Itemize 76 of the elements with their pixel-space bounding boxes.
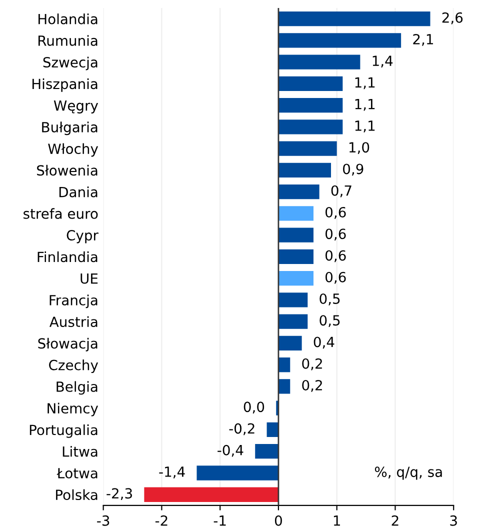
bar [278,98,343,113]
bar [278,120,343,134]
bar [278,33,402,48]
bar [278,184,320,200]
bar [278,11,430,26]
y-tick-label: Rumunia [38,35,98,46]
y-tick-label: Portugalia [30,424,98,438]
data-label: 1,1 [355,99,375,111]
data-label: 0,9 [343,164,364,176]
x-tick-label: -1 [214,516,226,526]
y-tick-label: Cypr [66,230,98,244]
bar [278,270,314,286]
bar [278,228,314,242]
data-label: 0,6 [326,272,346,284]
x-tick-label: -2 [155,515,168,526]
data-label: -2,3 [106,488,132,500]
x-tick-label: -3 [97,515,110,526]
data-label: 0,0 [244,402,264,414]
bar [278,336,302,351]
bar [144,487,278,502]
y-tick-label: Słowenia [37,164,98,176]
x-tick-label: 1 [334,516,340,526]
data-label: -1,4 [159,466,185,478]
bar [278,314,308,329]
y-tick-label: Polska [56,489,98,500]
bar [266,422,278,438]
y-tick-label: Czechy [49,360,98,373]
y-tick-label: Austria [50,316,98,328]
y-tick-label: Francja [50,294,98,308]
y-tick-label: Holandia [38,14,98,24]
annotation: %, q/q, sa [374,466,442,480]
data-label: 1,0 [349,142,370,154]
y-tick-label: Bułgaria [42,122,98,136]
data-label: 0,2 [302,358,322,370]
bar [278,357,290,372]
data-label: 0,4 [314,336,334,349]
y-tick-label: Łotwa [56,468,98,478]
y-tick-label: Finlandia [38,251,98,262]
data-label: 2,6 [442,12,463,24]
bar [255,444,278,459]
bar [278,292,308,308]
y-tick-label: Litwa [62,446,98,457]
data-label: -0,4 [218,444,244,457]
data-label: 0,5 [320,315,340,328]
y-tick-label: Dania [59,186,98,198]
y-tick-label: Niemcy [48,402,98,416]
bar [278,141,337,156]
bar [278,76,343,92]
data-label: -0,2 [229,423,254,436]
x-tick-label: 2 [392,515,398,526]
x-tick-label: 3 [450,515,457,526]
bar [278,162,331,178]
y-tick-label: Hiszpania [32,78,98,92]
y-tick-label: Belgia [56,381,98,395]
x-tick-label: 0 [274,515,282,526]
y-tick-label: Włochy [48,143,98,157]
y-tick-label: Szwecja [43,56,98,70]
bar [278,206,314,221]
y-tick-label: UE [80,273,98,284]
data-label: 0,5 [320,293,340,306]
data-label: 2,1 [413,34,433,46]
y-tick-label: Słowacja [38,338,98,352]
data-label: 1,1 [355,120,375,132]
bar [278,249,314,264]
bar [278,54,360,70]
data-label: 1,1 [355,77,375,90]
data-label: 0,6 [326,206,346,219]
y-tick-label: Węgry [54,100,98,114]
data-label: 0,7 [331,185,352,198]
data-label: 1,4 [372,56,393,68]
bar [278,379,290,394]
data-label: 0,6 [326,228,346,241]
bar [196,466,278,480]
y-tick-label: strefa euro [24,208,98,219]
data-label: 0,6 [326,250,346,262]
data-label: 0,2 [302,380,322,392]
